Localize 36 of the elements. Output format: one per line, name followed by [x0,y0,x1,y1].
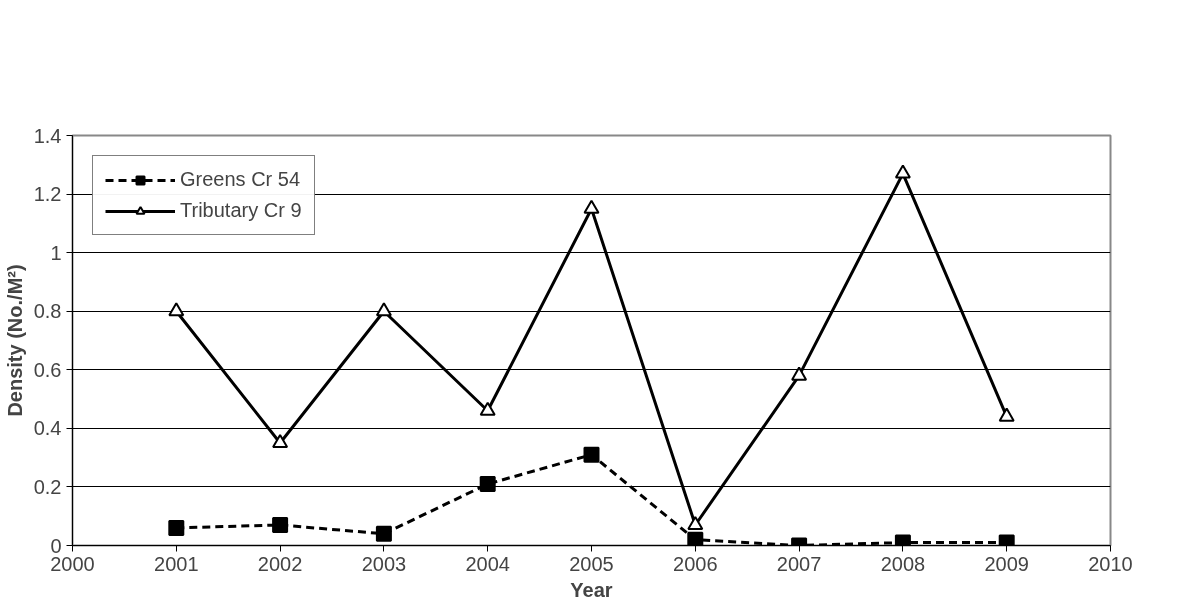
point [168,519,185,536]
y-tick-label: 1 [50,241,62,264]
x-tick-label: 2008 [880,552,926,575]
x-tick-label: 2003 [361,552,407,575]
y-tick-label: 1.2 [33,183,62,206]
legend-label: Tributary Cr 9 [180,199,302,222]
point [583,446,600,463]
x-tick-label: 2009 [984,552,1029,575]
x-tick-label: 2010 [1088,552,1133,575]
point [272,433,289,449]
point [791,366,808,381]
x-tick-label: 2002 [257,552,303,575]
point [375,302,392,317]
x-tick-label: 2001 [154,552,199,575]
point [687,515,704,531]
y-tick-label: 1.4 [33,124,62,147]
point [894,164,911,179]
y-tick-label: 0.4 [33,417,62,440]
point [168,302,185,317]
point [479,476,496,492]
y-tick-label: 0.2 [33,475,62,498]
point [375,525,392,542]
x-axis-title: Year [570,578,613,601]
point [272,517,289,533]
legend-label: Greens Cr 54 [180,168,301,191]
x-tick-label: 2007 [776,552,822,575]
y-tick-label: 0.8 [33,300,62,323]
point [479,401,496,416]
point [583,199,600,214]
x-tick-label: 2005 [569,552,614,575]
point [687,531,704,546]
x-tick-label: 2006 [673,552,718,575]
point [998,407,1015,422]
x-tick-label: 2004 [465,552,510,575]
y-tick-label: 0.6 [33,358,62,381]
y-axis-title: Density (No./M²) [3,264,26,417]
